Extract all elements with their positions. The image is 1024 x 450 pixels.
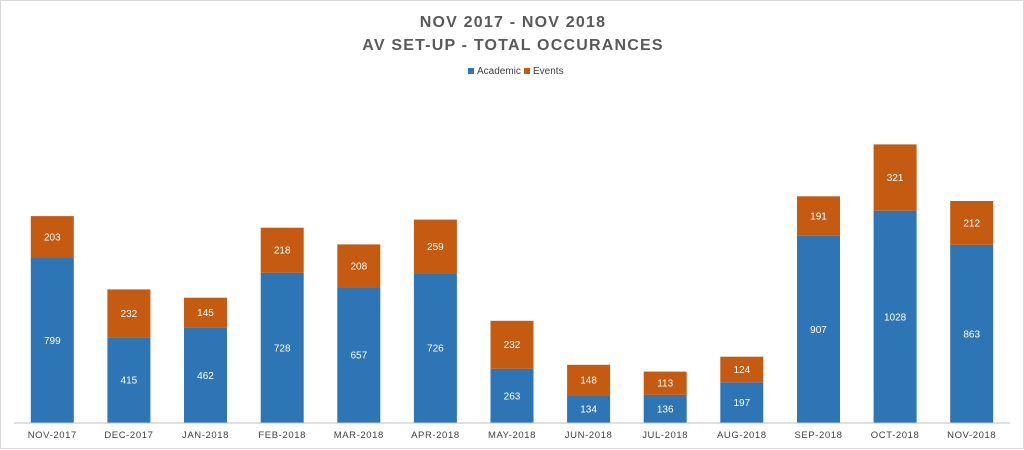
bar-academic-sep-2018 (797, 235, 840, 423)
bar-academic-may-2018 (490, 368, 534, 423)
bar-academic-dec-2017 (107, 337, 151, 423)
data-label-events-sep-2018: 191 (810, 212, 827, 223)
bar-events-aug-2018 (720, 356, 764, 383)
bar-academic-nov-2018 (950, 244, 994, 423)
x-tick-label-apr-2018: APR-2018 (411, 430, 460, 441)
bar-events-may-2018 (490, 320, 534, 369)
data-label-events-feb-2018: 218 (274, 246, 291, 257)
bar-academic-oct-2018 (873, 210, 917, 423)
legend-swatch-events (524, 68, 530, 74)
x-tick-label-sep-2018: SEP-2018 (794, 430, 842, 441)
data-label-events-mar-2018: 208 (350, 261, 367, 272)
x-tick-label-jun-2018: JUN-2018 (565, 430, 613, 441)
bar-academic-apr-2018 (413, 273, 457, 423)
data-label-academic-jun-2018: 134 (580, 405, 597, 416)
x-tick-label-may-2018: MAY-2018 (488, 430, 536, 441)
legend-swatch-academic (468, 68, 474, 74)
bar-events-nov-2018 (950, 201, 994, 245)
data-label-events-may-2018: 232 (504, 340, 521, 351)
data-label-events-oct-2018: 321 (887, 173, 904, 184)
x-tick-label-jan-2018: JAN-2018 (182, 430, 229, 441)
bar-events-jan-2018 (184, 297, 227, 328)
bar-events-feb-2018 (260, 227, 304, 273)
chart-title-line-1: NOV 2017 - NOV 2018 (420, 14, 606, 31)
data-label-academic-may-2018: 263 (504, 391, 521, 402)
data-label-academic-feb-2018: 728 (274, 343, 291, 354)
chart-title-line-2: AV SET-UP - TOTAL OCCURANCES (362, 37, 663, 54)
data-label-academic-aug-2018: 197 (733, 398, 750, 409)
data-label-events-aug-2018: 124 (733, 365, 750, 376)
bars-layer: 799 203 415 232 462 145 728 218 657 208 726 259 263 2… (30, 144, 994, 423)
bar-academic-nov-2017 (30, 258, 74, 423)
bar-events-oct-2018 (873, 144, 917, 211)
data-label-events-dec-2017: 232 (121, 309, 138, 320)
data-label-academic-sep-2018: 907 (810, 325, 827, 336)
x-tick-label-nov-2017: NOV-2017 (28, 430, 77, 441)
data-label-events-apr-2018: 259 (427, 242, 444, 253)
legend-label-events: Events (533, 66, 564, 77)
x-tick-label-oct-2018: OCT-2018 (871, 430, 920, 441)
x-tick-label-feb-2018: FEB-2018 (258, 430, 306, 441)
data-label-events-jan-2018: 145 (197, 308, 214, 319)
bar-academic-jun-2018 (567, 395, 611, 423)
data-label-academic-jul-2018: 136 (657, 405, 674, 416)
x-tick-label-mar-2018: MAR-2018 (334, 430, 384, 441)
x-tick-labels: NOV-2017 DEC-2017 JAN-2018 FEB-2018 MAR-2018… (28, 430, 996, 441)
bar-events-jun-2018 (567, 364, 611, 396)
x-tick-label-nov-2018: NOV-2018 (947, 430, 996, 441)
legend: Academic Events (468, 66, 564, 77)
x-tick-label-aug-2018: AUG-2018 (717, 430, 767, 441)
data-label-academic-nov-2018: 863 (963, 329, 980, 340)
data-label-academic-nov-2017: 799 (44, 336, 61, 347)
legend-label-academic: Academic (477, 66, 521, 77)
data-label-academic-dec-2017: 415 (121, 376, 138, 387)
bar-events-apr-2018 (413, 219, 457, 274)
data-label-events-nov-2018: 212 (963, 218, 980, 229)
bar-academic-aug-2018 (720, 382, 764, 423)
data-label-events-jul-2018: 113 (657, 379, 673, 390)
bar-academic-jan-2018 (184, 327, 227, 423)
bar-academic-feb-2018 (260, 272, 304, 423)
bar-events-nov-2017 (30, 216, 74, 258)
bar-events-jul-2018 (643, 371, 687, 395)
bar-academic-mar-2018 (337, 287, 381, 423)
bar-academic-jul-2018 (643, 394, 687, 423)
bar-events-dec-2017 (107, 289, 151, 338)
data-label-events-nov-2017: 203 (44, 233, 61, 244)
data-label-academic-mar-2018: 657 (350, 351, 367, 362)
data-label-academic-jan-2018: 462 (197, 371, 214, 382)
data-label-academic-oct-2018: 1028 (884, 312, 907, 323)
bar-events-mar-2018 (337, 244, 381, 288)
bar-events-sep-2018 (797, 196, 840, 236)
data-label-academic-apr-2018: 726 (427, 344, 444, 355)
data-label-events-jun-2018: 148 (580, 376, 597, 387)
x-tick-label-jul-2018: JUL-2018 (642, 430, 688, 441)
x-tick-label-dec-2017: DEC-2017 (104, 430, 153, 441)
